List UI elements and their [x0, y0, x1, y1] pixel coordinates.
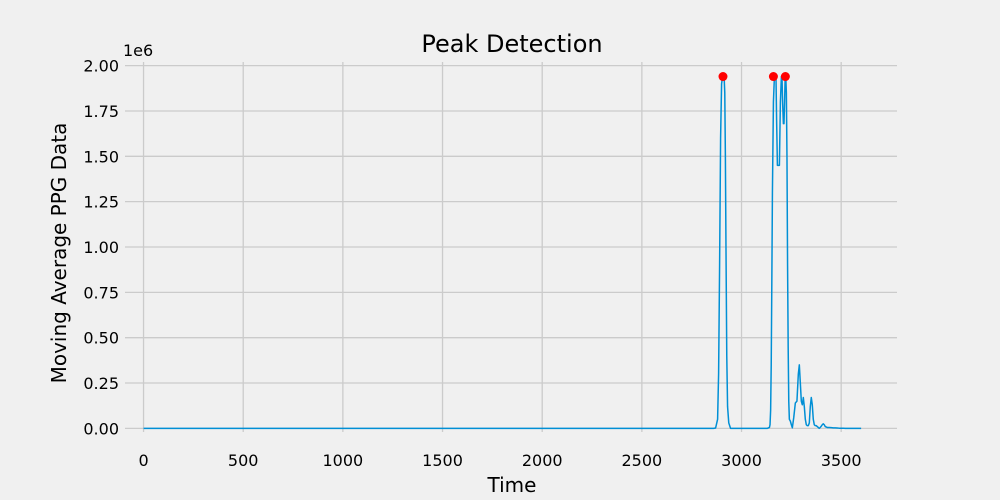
x-tick-label: 3500	[821, 451, 862, 470]
series-line	[143, 75, 862, 430]
tick-labels: 0 500 1000 1500 2000 2500 3000 3500 0.00 0.25 0.50…	[83, 57, 861, 470]
y-tick-label: 1.50	[83, 147, 119, 166]
y-tick-label: 1.75	[83, 102, 119, 121]
x-axis-label: Time	[487, 473, 537, 497]
y-tick-label: 0.00	[83, 419, 119, 438]
peak-marker	[768, 72, 778, 82]
peak-marker	[780, 72, 790, 82]
x-tick-label: 3000	[721, 451, 762, 470]
y-tick-label: 1.25	[83, 193, 119, 212]
peak-markers	[718, 72, 790, 82]
x-tick-label: 2500	[621, 451, 662, 470]
peak-marker	[718, 72, 728, 82]
x-tick-label: 0	[138, 451, 148, 470]
x-tick-label: 1000	[323, 451, 364, 470]
x-tick-label: 1500	[422, 451, 463, 470]
series-layer	[143, 75, 862, 430]
grid	[125, 62, 897, 432]
y-tick-label: 1.00	[83, 238, 119, 257]
x-tick-label: 2000	[522, 451, 563, 470]
y-axis-label: Moving Average PPG Data	[47, 123, 71, 384]
y-tick-label: 0.75	[83, 283, 119, 302]
x-tick-label: 500	[228, 451, 259, 470]
y-offset-label: 1e6	[123, 41, 153, 60]
chart-title: Peak Detection	[421, 30, 602, 58]
y-tick-label: 0.25	[83, 374, 119, 393]
y-tick-label: 0.50	[83, 329, 119, 348]
y-tick-label: 2.00	[83, 57, 119, 76]
